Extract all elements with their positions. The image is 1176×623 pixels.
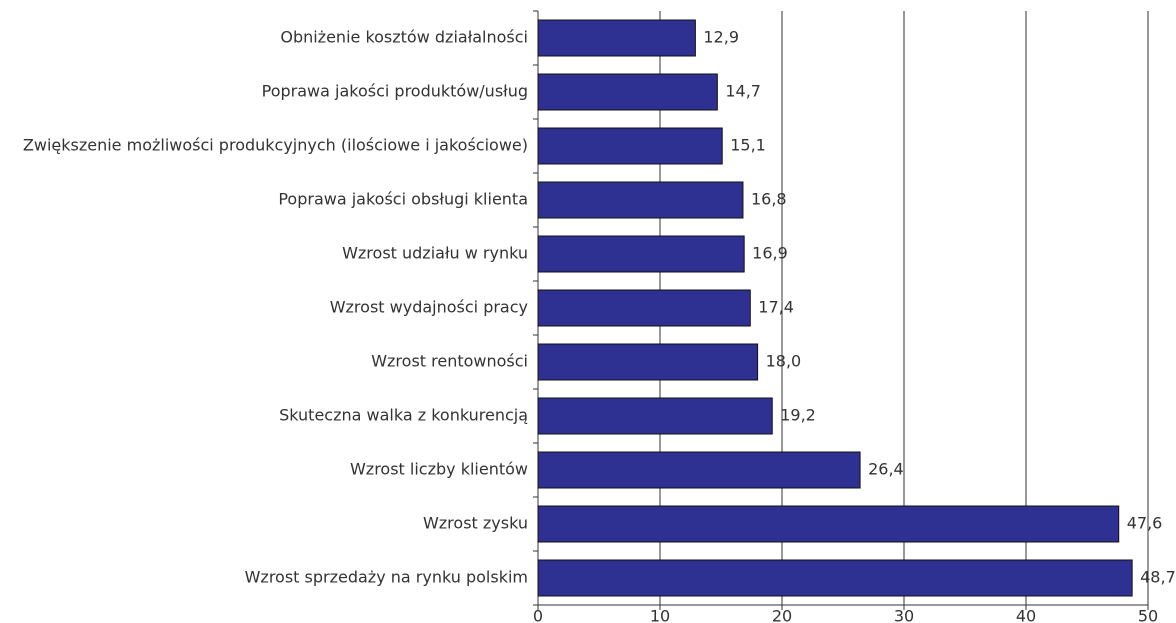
y-tick-label: Zwiększenie możliwości produkcyjnych (il… xyxy=(23,136,528,155)
value-label: 18,0 xyxy=(766,352,802,371)
value-label: 16,9 xyxy=(752,244,788,263)
bar xyxy=(537,505,1120,543)
y-tick-label: Wzrost liczby klientów xyxy=(350,460,528,479)
bar xyxy=(537,397,773,435)
bar xyxy=(537,343,759,381)
bar xyxy=(537,289,751,327)
y-tick-label: Obniżenie kosztów działalności xyxy=(280,28,528,47)
value-label: 16,8 xyxy=(751,190,787,209)
value-label: 26,4 xyxy=(868,460,904,479)
y-tick-label: Poprawa jakości obsługi klienta xyxy=(278,190,528,209)
bar xyxy=(537,181,744,219)
x-tick-label: 0 xyxy=(533,607,543,623)
x-tick-label: 30 xyxy=(894,607,914,623)
x-tick-label: 20 xyxy=(772,607,792,623)
y-tick-label: Poprawa jakości produktów/usług xyxy=(262,82,528,101)
value-label: 14,7 xyxy=(725,82,761,101)
bar xyxy=(537,451,861,489)
value-label: 17,4 xyxy=(758,298,794,317)
bar xyxy=(537,73,718,111)
y-tick-label: Wzrost rentowności xyxy=(371,352,528,371)
bar xyxy=(537,235,745,273)
value-label: 19,2 xyxy=(780,406,816,425)
y-tick-label: Wzrost wydajności pracy xyxy=(330,298,528,317)
x-tick-label: 40 xyxy=(1016,607,1036,623)
bar xyxy=(537,127,723,165)
x-tick-label: 10 xyxy=(650,607,670,623)
value-label: 12,9 xyxy=(703,28,739,47)
bar xyxy=(537,19,696,57)
bar xyxy=(537,559,1133,597)
y-tick-label: Wzrost udziału w rynku xyxy=(342,244,528,263)
x-tick-label: 50 xyxy=(1138,607,1158,623)
y-tick-label: Wzrost sprzedaży na rynku polskim xyxy=(245,568,528,587)
value-label: 48,7 xyxy=(1140,568,1176,587)
y-tick-label: Skuteczna walka z konkurencją xyxy=(279,406,528,425)
value-label: 15,1 xyxy=(730,136,766,155)
y-tick-label: Wzrost zysku xyxy=(423,514,528,533)
value-label: 47,6 xyxy=(1127,514,1163,533)
